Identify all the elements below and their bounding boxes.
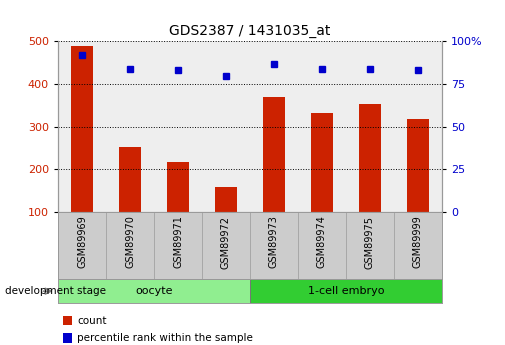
- Bar: [215, 187, 237, 212]
- Bar: [311, 113, 333, 212]
- Text: GSM89975: GSM89975: [365, 216, 375, 268]
- Text: GSM89974: GSM89974: [317, 216, 327, 268]
- Bar: [407, 119, 429, 212]
- Bar: [167, 162, 189, 212]
- Text: GSM89999: GSM89999: [413, 216, 423, 268]
- Text: development stage: development stage: [5, 286, 106, 296]
- Text: 1-cell embryo: 1-cell embryo: [308, 286, 384, 296]
- Bar: [119, 147, 141, 212]
- Text: GSM89969: GSM89969: [77, 216, 87, 268]
- Title: GDS2387 / 1431035_at: GDS2387 / 1431035_at: [169, 23, 331, 38]
- Text: GSM89970: GSM89970: [125, 216, 135, 268]
- Bar: [71, 46, 93, 212]
- Bar: [359, 104, 381, 212]
- Text: percentile rank within the sample: percentile rank within the sample: [77, 333, 253, 343]
- Text: GSM89972: GSM89972: [221, 216, 231, 268]
- Text: GSM89971: GSM89971: [173, 216, 183, 268]
- Bar: [58, 279, 250, 303]
- Bar: [250, 279, 442, 303]
- Text: count: count: [77, 316, 107, 325]
- Bar: [263, 97, 285, 212]
- Text: oocyte: oocyte: [135, 286, 173, 296]
- Text: GSM89973: GSM89973: [269, 216, 279, 268]
